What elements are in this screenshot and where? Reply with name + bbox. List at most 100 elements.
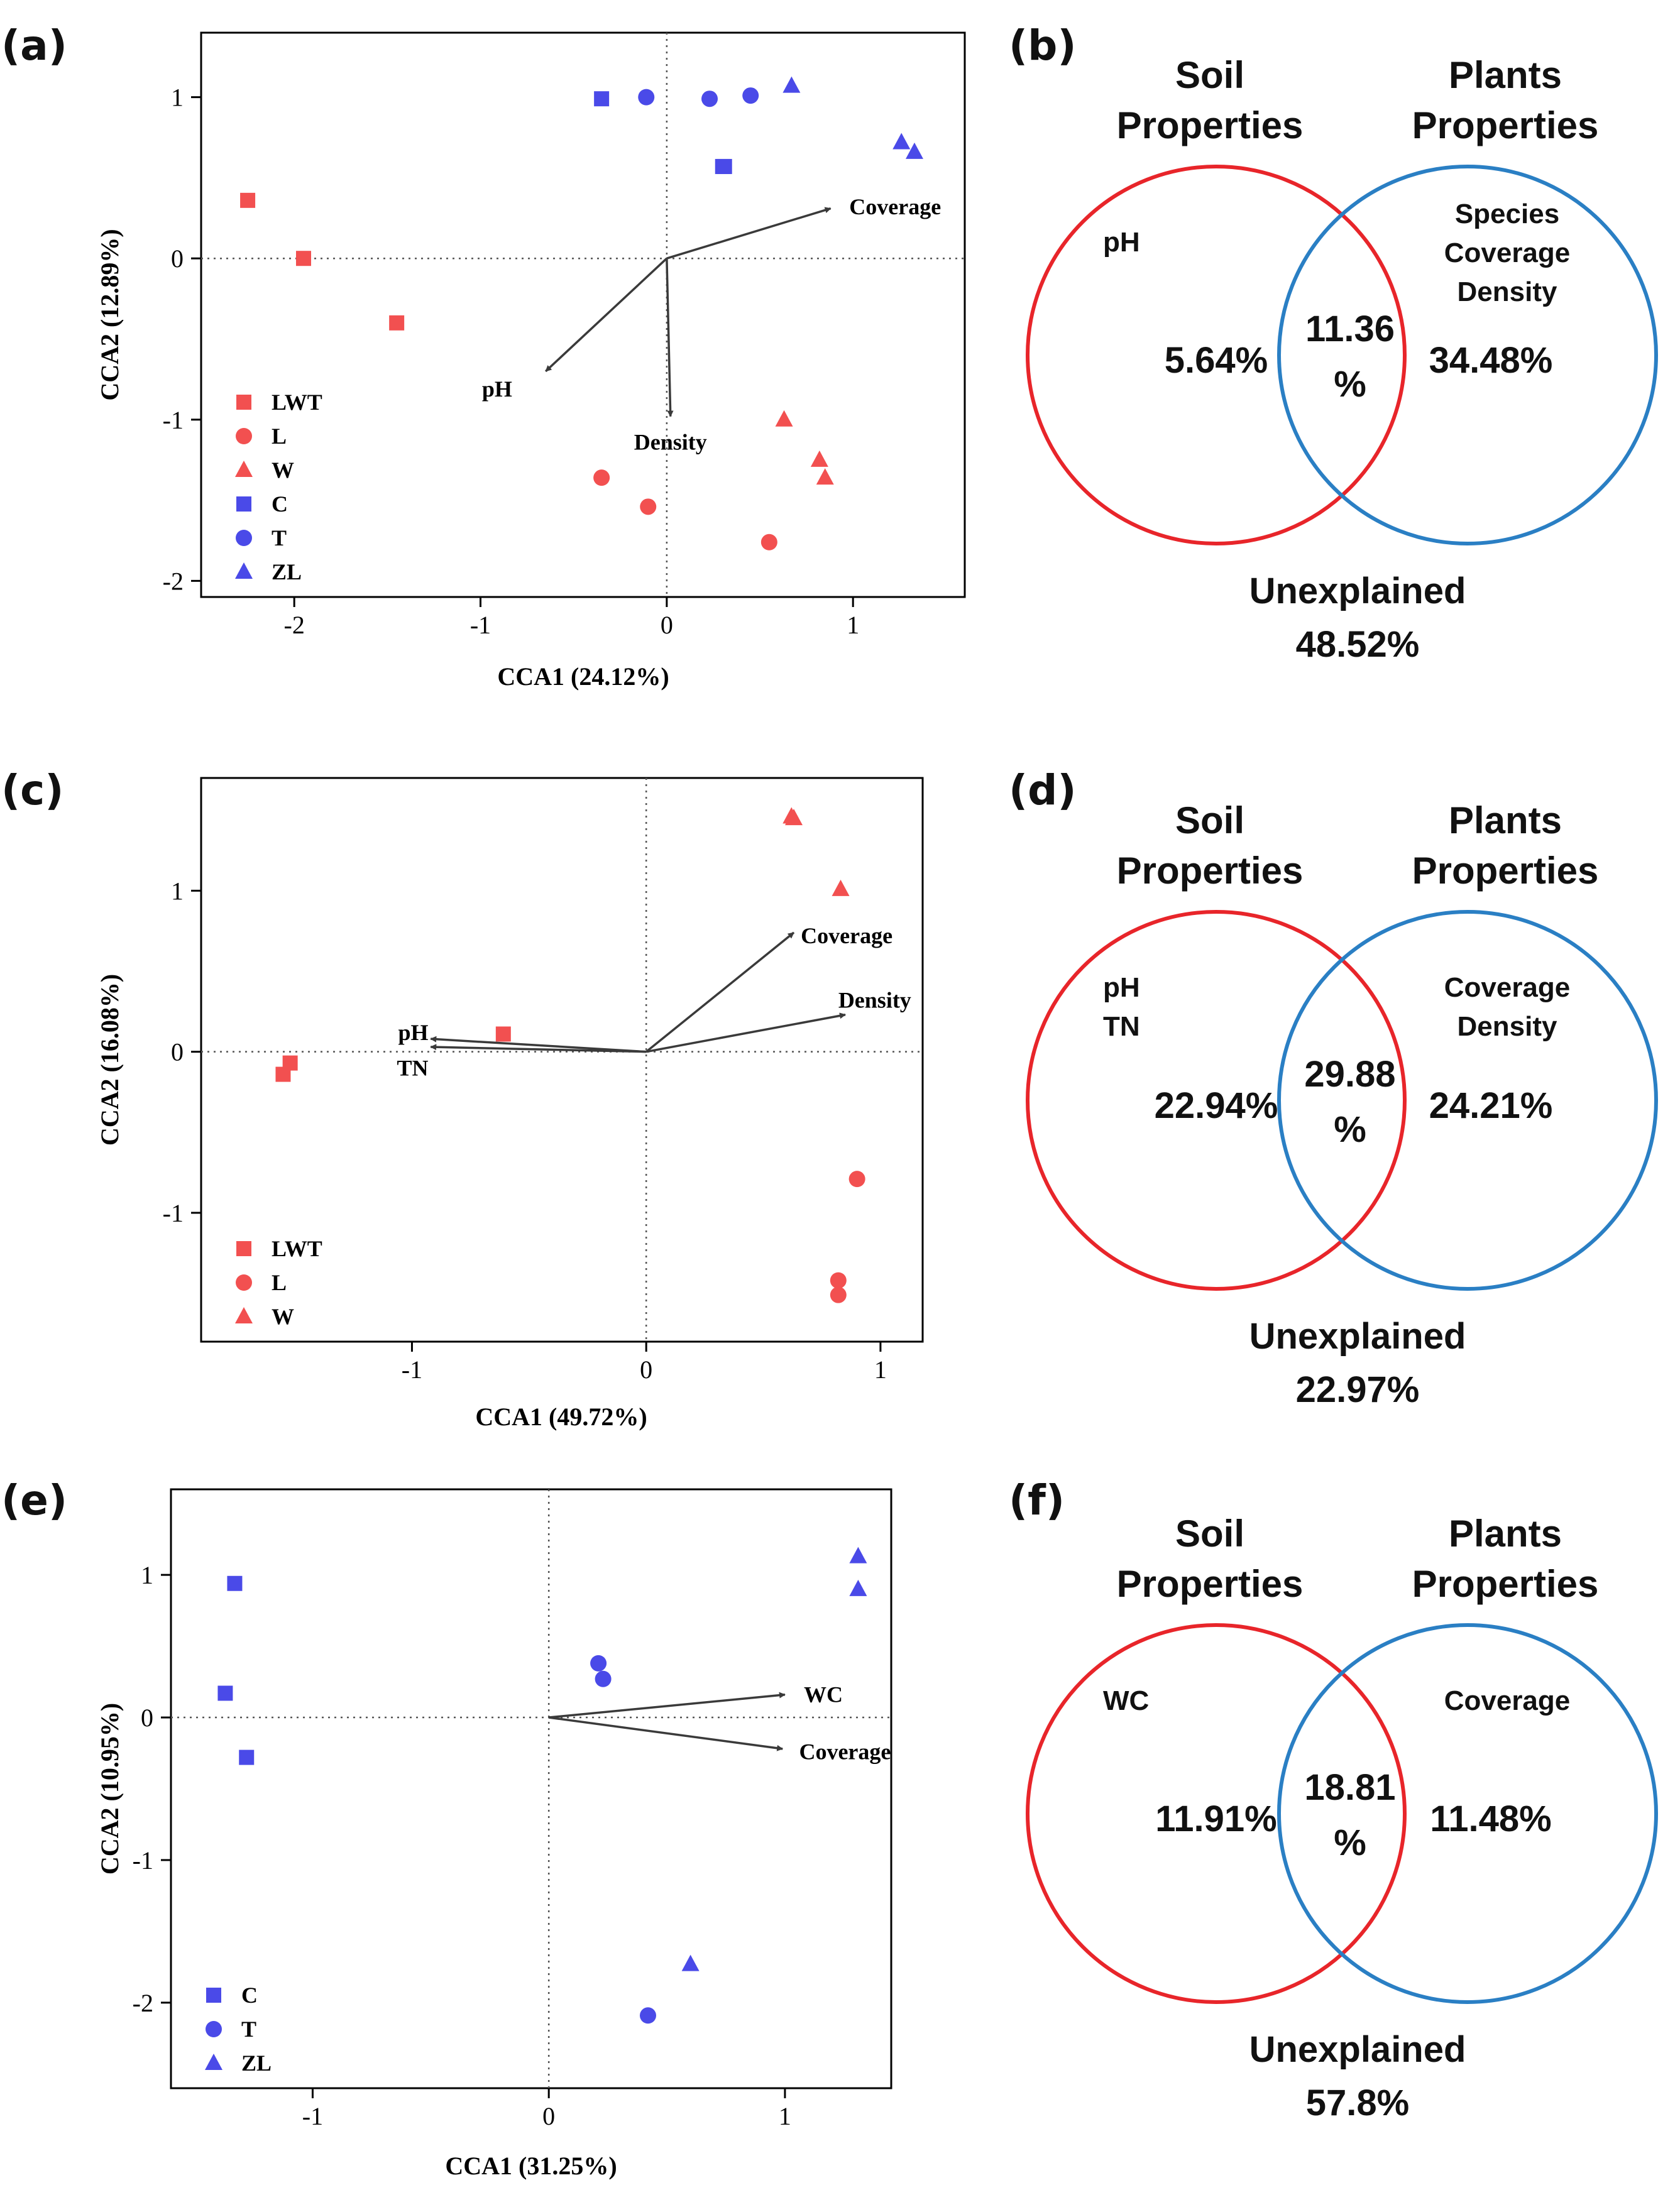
venn-soil-circle [1026, 165, 1407, 545]
legend-marker-w [235, 1307, 253, 1323]
plot-frame [200, 777, 924, 1343]
panel-e-label: (e) [1, 1476, 67, 1525]
venn-soil-circle [1026, 1623, 1407, 2004]
venn-plants-factor: Coverage [1444, 238, 1571, 268]
data-point-w [785, 809, 803, 826]
venn-plants-title: Properties [1412, 104, 1599, 146]
venn-plants-title: Properties [1412, 1563, 1599, 1605]
data-point-zl [849, 1579, 867, 1596]
venn-plants-title: Properties [1412, 850, 1599, 892]
venn-unexplained-label: Unexplained [1249, 1316, 1466, 1357]
x-tick-label: -1 [302, 2102, 323, 2130]
venn-b: Soil Properties Plants Properties pH Species C… [1026, 54, 1658, 665]
venn-plants-only-value: 34.48% [1429, 340, 1553, 381]
legend-label: LWT [272, 390, 322, 415]
arrow-label: Coverage [801, 923, 892, 948]
venn-soil-factor: pH [1103, 972, 1140, 1003]
loading-arrow [545, 257, 668, 373]
plot-frame [170, 1488, 892, 2089]
legend-marker-c [206, 1988, 221, 2003]
panel-f-label: (f) [1009, 1476, 1065, 1525]
loading-arrow [666, 258, 674, 417]
y-tick-label: 0 [141, 1704, 153, 1732]
venn-unexplained-value: 48.52% [1296, 624, 1420, 665]
legend-label: L [272, 424, 287, 449]
data-point-lwt [240, 192, 256, 208]
legend-marker-l [236, 1274, 252, 1291]
data-point-t [590, 1655, 607, 1672]
data-point-w [810, 450, 828, 467]
venn-soil-title: Soil [1175, 54, 1244, 96]
plot-frame [200, 31, 966, 598]
venn-overlap-value: % [1334, 1822, 1366, 1863]
data-point-zl [849, 1547, 867, 1563]
data-point-l [830, 1272, 847, 1289]
data-point-c [217, 1685, 233, 1701]
legend-marker-t [236, 530, 252, 546]
venn-soil-title: Properties [1117, 1563, 1304, 1605]
legend-marker-l [236, 428, 252, 444]
y-tick-label: 1 [141, 1561, 153, 1589]
y-tick-label: -1 [163, 1199, 184, 1227]
data-point-l [760, 534, 777, 550]
x-tick-label: -2 [284, 611, 305, 639]
panel-d-label: (d) [1009, 766, 1077, 814]
y-tick-label: -1 [163, 406, 184, 434]
venn-plants-only-value: 24.21% [1429, 1085, 1553, 1126]
data-point-t [701, 90, 718, 107]
y-axis-label: CCA2 (16.08%) [96, 974, 124, 1146]
loading-arrow [548, 1716, 784, 1751]
legend-marker-t [206, 2021, 222, 2037]
x-tick-label: 0 [542, 2102, 555, 2130]
venn-unexplained-label: Unexplained [1249, 2029, 1466, 2070]
venn-plants-factor: Coverage [1444, 1685, 1571, 1716]
legend-marker-zl [235, 562, 253, 579]
venn-soil-title: Soil [1175, 1513, 1244, 1555]
arrow-label: Density [838, 988, 911, 1013]
venn-soil-only-value: 11.91% [1155, 1799, 1277, 1839]
venn-overlap-value: % [1334, 364, 1366, 405]
y-tick-label: -1 [133, 1846, 153, 1875]
arrow-label: pH [482, 376, 512, 402]
venn-plants-title: Plants [1449, 799, 1562, 841]
venn-overlap-value: 11.36 [1305, 309, 1395, 349]
venn-d: Soil Properties Plants Properties pH TN Covera… [1026, 799, 1658, 1410]
venn-soil-factor: TN [1103, 1011, 1140, 1042]
arrow-label: Coverage [849, 194, 941, 219]
data-point-w [775, 410, 793, 427]
data-point-w [816, 468, 834, 485]
x-tick-label: 1 [847, 611, 859, 639]
y-tick-label: -2 [133, 1989, 153, 2017]
data-point-t [638, 89, 655, 106]
venn-overlap-value: 18.81 [1304, 1767, 1395, 1808]
data-point-c [716, 158, 732, 174]
loading-arrow [666, 207, 832, 260]
venn-plants-only-value: 11.48% [1430, 1799, 1552, 1839]
venn-soil-only-value: 5.64% [1165, 340, 1268, 381]
arrow-label: TN [397, 1055, 429, 1080]
arrow-label: Density [634, 430, 707, 455]
data-point-lwt [495, 1026, 511, 1042]
data-point-lwt [389, 315, 405, 331]
y-tick-label: -2 [163, 567, 184, 595]
data-point-l [640, 498, 657, 515]
loading-arrow [430, 1036, 647, 1053]
x-tick-label: 0 [661, 611, 673, 639]
legend-label: ZL [272, 559, 302, 584]
data-point-c [594, 91, 610, 107]
legend-label: C [272, 491, 288, 517]
arrow-label: WC [804, 1682, 843, 1707]
data-point-t [595, 1670, 612, 1687]
venn-f: Soil Properties Plants Properties WC Coverage… [1026, 1513, 1658, 2123]
venn-overlap-value: 29.88 [1304, 1054, 1395, 1095]
loading-arrow [549, 1692, 786, 1719]
venn-plants-circle [1277, 1623, 1658, 2004]
panel-a-label: (a) [1, 21, 67, 70]
chart-c: -1 0 1 -1 0 1 CCA1 (49.72%) CCA2 (16.08%) Covera… [96, 777, 924, 1431]
x-tick-label: 1 [779, 2102, 791, 2130]
chart-e: -1 0 1 -2 -1 0 1 CCA1 (31.25%) CCA2 (10.95%) WC Co… [96, 1488, 892, 2180]
data-point-c [239, 1749, 255, 1765]
legend-marker-c [236, 496, 251, 512]
y-axis-label: CCA2 (12.89%) [96, 229, 124, 400]
